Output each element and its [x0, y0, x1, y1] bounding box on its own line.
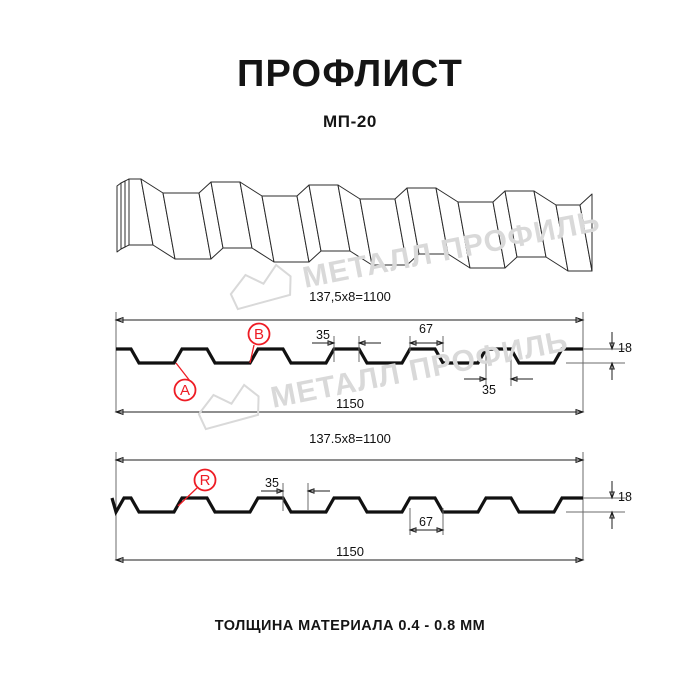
section-bottom-height-dimension: 18 [566, 481, 632, 529]
section-top-width-label: 137,5x8=1100 [309, 289, 391, 304]
section-bottom-profile [110, 496, 583, 517]
watermark-text-2: МЕТАЛЛ ПРОФИЛЬ [268, 325, 571, 415]
material-thickness-note: ТОЛЩИНА МАТЕРИАЛА 0.4 - 0.8 ММ [214, 618, 486, 634]
section-bottom-rib-dimension: 35 [261, 476, 330, 511]
callout-b: B [247, 322, 271, 364]
section-top-total-dimension: 1150 [114, 396, 585, 416]
section-bottom-extension-lines [115, 452, 584, 560]
callout-b-label: B [254, 326, 264, 343]
section-bottom-height-label: 18 [618, 490, 632, 504]
section-top-rib-label-2: 35 [482, 383, 496, 397]
section-top: 137,5x8=1100 35 67 [114, 288, 632, 416]
section-bottom-total-label: 1150 [336, 544, 364, 559]
section-bottom-valley-label: 67 [419, 515, 433, 529]
isometric-profile-illustration [116, 178, 593, 272]
section-bottom-total-dimension: 1150 [114, 543, 585, 564]
callout-r: R [177, 468, 217, 507]
callout-r-label: R [200, 472, 211, 489]
section-top-rib-dimension-2: 35 [464, 352, 533, 397]
section-top-extension-lines [115, 312, 584, 412]
section-bottom-width-dimension: 137.5x8=1100 [114, 430, 585, 464]
section-top-rib-dimension: 35 [312, 328, 381, 362]
section-bottom-width-label: 137.5x8=1100 [309, 431, 391, 446]
callout-a: A [173, 362, 197, 402]
section-bottom: 137.5x8=1100 35 67 [110, 430, 632, 564]
iso-ribs [128, 178, 593, 272]
section-top-valley-dimension: 67 [408, 322, 445, 352]
section-bottom-valley-dimension: 67 [408, 508, 445, 535]
iso-end-cap [116, 178, 130, 253]
section-top-rib-label: 35 [316, 328, 330, 342]
section-bottom-rib-label: 35 [265, 476, 279, 490]
section-top-total-label: 1150 [336, 396, 364, 411]
section-top-width-dimension: 137,5x8=1100 [114, 288, 585, 324]
callout-a-label: A [180, 382, 190, 399]
section-top-height-label: 18 [618, 341, 632, 355]
section-top-height-dimension: 18 [566, 332, 632, 380]
section-top-profile [116, 347, 583, 365]
watermark-lower: МЕТАЛЛ ПРОФИЛЬ [197, 325, 571, 431]
section-top-valley-label: 67 [419, 322, 433, 336]
